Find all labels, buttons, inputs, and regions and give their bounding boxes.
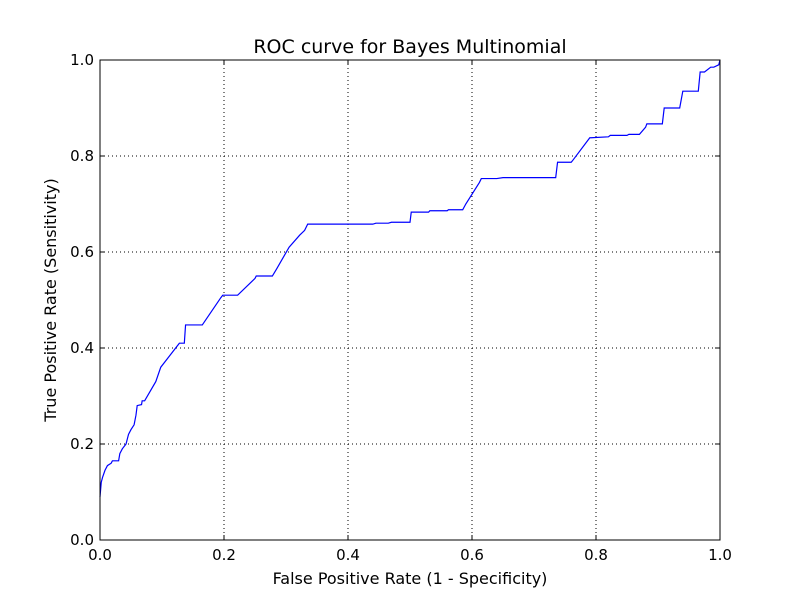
y-tick-label: 0.0 [70, 531, 94, 549]
tick-layer: 0.0 0.2 0.4 0.6 0.8 1.0 0.0 0.2 0.4 0.6 0.8 1.0 [70, 51, 732, 564]
x-tick-label: 0.8 [584, 546, 608, 564]
y-tick-label: 0.2 [70, 435, 94, 453]
x-tick-label: 1.0 [708, 546, 732, 564]
roc-curve-line [99, 59, 721, 497]
x-axis-label: False Positive Rate (1 - Specificity) [273, 569, 548, 588]
y-tick-label: 0.6 [70, 243, 94, 261]
x-tick-label: 0.4 [336, 546, 360, 564]
series-layer [99, 59, 721, 497]
x-tick-label: 0.0 [88, 546, 112, 564]
chart-title: ROC curve for Bayes Multinomial [253, 36, 566, 58]
grid-lines [100, 60, 720, 540]
x-tick-label: 0.6 [460, 546, 484, 564]
y-tick-label: 1.0 [70, 51, 94, 69]
y-tick-label: 0.8 [70, 147, 94, 165]
x-tick-label: 0.2 [212, 546, 236, 564]
plot-frame [99, 59, 721, 541]
y-tick-label: 0.4 [70, 339, 94, 357]
y-axis-label: True Positive Rate (Sensitivity) [41, 178, 60, 422]
